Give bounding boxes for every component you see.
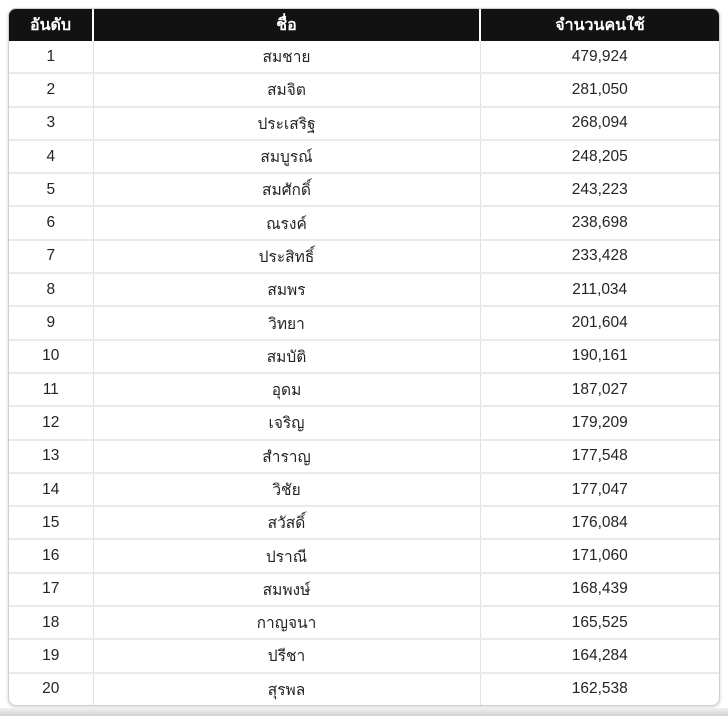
table-row: 18 กาญจนา 165,525	[9, 605, 719, 640]
name-cell: วิชัย	[92, 471, 480, 507]
rank-cell: 10	[9, 338, 93, 373]
rank-cell: 18	[9, 605, 93, 640]
name-cell: สุรพล	[92, 671, 480, 705]
count-cell: 162,538	[479, 671, 719, 705]
table-row: 3 ประเสริฐ 268,094	[9, 105, 719, 140]
table-row: 20 สุรพล 162,538	[9, 671, 719, 705]
count-cell: 248,205	[479, 138, 719, 174]
count-cell: 179,209	[479, 405, 719, 440]
rank-cell: 13	[9, 438, 93, 473]
table-row: 13 สำราญ 177,548	[9, 438, 719, 473]
count-cell: 177,548	[479, 438, 719, 473]
table-row: 6 ณรงค์ 238,698	[9, 205, 719, 240]
rank-cell: 1	[46, 47, 56, 65]
rank-cell: 19	[9, 638, 93, 673]
rank-cell: 15	[9, 505, 93, 540]
table-row: 5 สมศักดิ์ 243,223	[9, 172, 719, 207]
rank-cell: 3	[9, 105, 93, 140]
rank-cell: 8	[9, 272, 93, 307]
rank-cell: 9	[9, 305, 93, 340]
name-cell: ประสิทธิ์	[92, 238, 480, 274]
count-cell: 201,604	[479, 305, 719, 340]
page-bottom-divider	[0, 708, 728, 716]
table-row: 16 ปราณี 171,060	[9, 538, 719, 573]
rank-cell: 6	[9, 205, 93, 240]
table-row: 4 สมบูรณ์ 248,205	[9, 138, 719, 174]
header-row: อันดับ ชื่อ จำนวนคนใช้	[9, 9, 719, 41]
ranking-table: อันดับ ชื่อ จำนวนคนใช้ 1 สมชาย 479,924 2…	[9, 9, 719, 705]
count-cell: 176,084	[479, 505, 719, 540]
table-row: 8 สมพร 211,034	[9, 272, 719, 307]
rank-cell: 4	[9, 138, 93, 174]
name-cell: ปราณี	[92, 538, 480, 573]
table-row: 1 สมชาย 479,924	[9, 41, 719, 74]
count-cell: 281,050	[479, 72, 719, 107]
rank-cell: 17	[9, 571, 93, 607]
count-cell: 164,284	[479, 638, 719, 673]
table-row: 17 สมพงษ์ 168,439	[9, 571, 719, 607]
name-cell: อุดม	[92, 371, 480, 407]
table-row: 14 วิชัย 177,047	[9, 471, 719, 507]
table-row: 12 เจริญ 179,209	[9, 405, 719, 440]
name-cell: ประเสริฐ	[92, 105, 480, 140]
table-row: 19 ปรีชา 164,284	[9, 638, 719, 673]
count-cell: 238,698	[479, 205, 719, 240]
name-cell: ณรงค์	[92, 205, 480, 240]
name-cell: วิทยา	[92, 305, 480, 340]
count-cell: 268,094	[479, 105, 719, 140]
name-cell: ปรีชา	[92, 638, 480, 673]
name-cell: สมบูรณ์	[92, 138, 480, 174]
rank-cell: 14	[9, 471, 93, 507]
count-cell: 233,428	[479, 238, 719, 274]
table-row: 10 สมบัติ 190,161	[9, 338, 719, 373]
rank-cell: 12	[9, 405, 93, 440]
count-cell: 187,027	[479, 371, 719, 407]
name-cell: สวัสดิ์	[92, 505, 480, 540]
name-cell: สมจิต	[92, 72, 480, 107]
column-header-count: จำนวนคนใช้	[479, 9, 719, 41]
rank-cell: 16	[9, 538, 93, 573]
table-row: 15 สวัสดิ์ 176,084	[9, 505, 719, 540]
column-header-rank: อันดับ	[9, 9, 93, 41]
table-row: 9 วิทยา 201,604	[9, 305, 719, 340]
table-row: 7 ประสิทธิ์ 233,428	[9, 238, 719, 274]
count-cell: 168,439	[479, 571, 719, 607]
name-cell: สมชาย	[92, 41, 480, 74]
name-cell: สมศักดิ์	[92, 172, 480, 207]
rank-cell: 11	[9, 371, 93, 407]
table-row: 2 สมจิต 281,050	[9, 72, 719, 107]
rank-cell: 5	[9, 172, 93, 207]
name-cell: สมบัติ	[92, 338, 480, 373]
name-cell: สมพร	[92, 272, 480, 307]
name-cell: กาญจนา	[92, 605, 480, 640]
count-cell: 171,060	[479, 538, 719, 573]
count-cell: 211,034	[479, 272, 719, 307]
ranking-table-container: อันดับ ชื่อ จำนวนคนใช้ 1 สมชาย 479,924 2…	[8, 8, 720, 706]
count-cell: 243,223	[479, 172, 719, 207]
name-cell: สำราญ	[92, 438, 480, 473]
table-header: อันดับ ชื่อ จำนวนคนใช้	[9, 9, 719, 41]
name-cell: เจริญ	[92, 405, 480, 440]
count-cell: 177,047	[479, 471, 719, 507]
name-cell: สมพงษ์	[92, 571, 480, 607]
count-cell: 479,924	[479, 41, 719, 74]
table-row: 11 อุดม 187,027	[9, 371, 719, 407]
count-cell: 165,525	[479, 605, 719, 640]
rank-cell: 20	[9, 671, 93, 705]
count-cell: 190,161	[479, 338, 719, 373]
rank-cell: 2	[9, 72, 93, 107]
column-header-name: ชื่อ	[92, 9, 480, 41]
table-body: 1 สมชาย 479,924 2 สมจิต 281,050 3 ประเสร…	[9, 41, 719, 705]
rank-cell: 7	[9, 238, 93, 274]
